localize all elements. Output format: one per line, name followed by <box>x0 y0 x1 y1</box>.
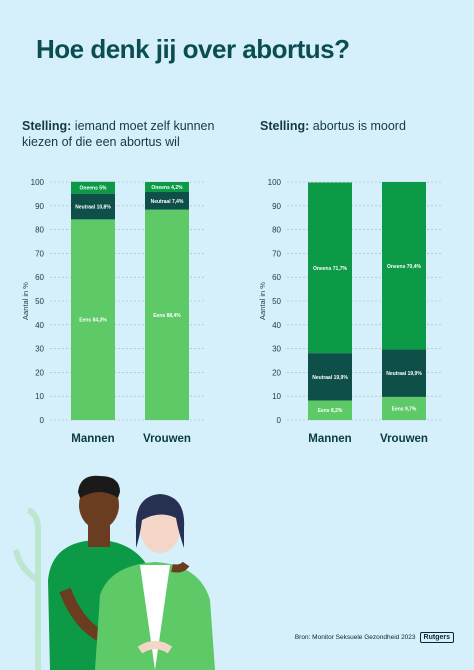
bar-segment-neutraal <box>308 353 352 401</box>
y-tick-label: 30 <box>272 345 281 354</box>
data-label-neutraal: Neutraal 10,8% <box>75 205 111 211</box>
category-label: Mannen <box>71 433 114 445</box>
y-tick-label: 70 <box>272 249 281 258</box>
bar-segment-oneens <box>382 182 426 350</box>
y-tick-label: 0 <box>277 416 282 425</box>
data-label-neutraal: Neutraal 7,4% <box>151 199 184 205</box>
statement-label: Stelling: <box>260 119 310 133</box>
statement-left: Stelling: iemand moet zelf kunnen kiezen… <box>22 118 232 150</box>
data-label-oneens: Oneens 4,2% <box>151 185 183 191</box>
category-label: Vrouwen <box>143 433 191 445</box>
y-tick-label: 50 <box>272 297 281 306</box>
person-woman <box>95 494 215 670</box>
chart-right: 0 10 20 30 40 50 60 70 80 90 100 Aantal in % Eens 8,… <box>258 178 442 445</box>
rutgers-logo: Rutgers <box>419 632 454 643</box>
illustration-people <box>13 475 215 670</box>
y-tick-label: 80 <box>35 226 44 235</box>
bar-segment-eens <box>382 396 426 420</box>
statement-text: abortus is moord <box>312 119 406 133</box>
category-label: Mannen <box>308 433 351 445</box>
data-label-neutraal: Neutraal 19,9% <box>386 371 422 377</box>
chart-left: 0 10 20 30 40 50 60 70 80 90 100 Aantal in % Eens 84… <box>21 178 205 445</box>
y-axis-label: Aantal in % <box>21 282 30 320</box>
bar-segment-neutraal <box>71 193 115 220</box>
data-label-oneens: Oneens 5% <box>80 186 108 192</box>
y-tick-label: 40 <box>272 321 281 330</box>
y-axis-label: Aantal in % <box>258 282 267 320</box>
data-label-eens: Eens 9,7% <box>392 406 417 412</box>
category-label: Vrouwen <box>380 433 428 445</box>
y-tick-label: 50 <box>35 297 44 306</box>
bar-segment-neutraal <box>382 349 426 397</box>
y-tick-label: 10 <box>35 392 44 401</box>
data-label-eens: Eens 88,4% <box>153 313 181 319</box>
y-tick-label: 100 <box>31 178 45 187</box>
y-tick-label: 90 <box>35 202 44 211</box>
y-tick-label: 70 <box>35 249 44 258</box>
y-tick-label: 10 <box>272 392 281 401</box>
data-label-oneens: Oneens 70,4% <box>387 264 421 270</box>
y-tick-label: 40 <box>35 321 44 330</box>
y-tick-label: 60 <box>272 273 281 282</box>
bar-segment-oneens <box>71 181 115 194</box>
statement-text: iemand moet zelf kunnen kiezen of die ee… <box>22 119 215 149</box>
bar-segment-neutraal <box>145 191 189 210</box>
bar-segment-eens <box>71 219 115 420</box>
bar-segment-eens <box>145 209 189 420</box>
y-tick-label: 60 <box>35 273 44 282</box>
data-label-oneens: Oneens 71,7% <box>313 266 347 272</box>
statement-right: Stelling: abortus is moord <box>260 118 460 134</box>
plant-decoration <box>13 507 41 670</box>
y-tick-label: 80 <box>272 226 281 235</box>
y-tick-label: 30 <box>35 345 44 354</box>
data-label-eens: Eens 84,3% <box>79 318 107 324</box>
y-tick-label: 90 <box>272 202 281 211</box>
bar-segment-oneens <box>308 182 352 354</box>
data-label-eens: Eens 8,2% <box>318 408 343 414</box>
statement-label: Stelling: <box>22 119 72 133</box>
y-tick-label: 0 <box>40 416 45 425</box>
data-label-neutraal: Neutraal 19,9% <box>312 375 348 381</box>
y-tick-label: 20 <box>272 368 281 377</box>
y-tick-label: 20 <box>35 368 44 377</box>
source-text: Bron: Monitor Seksuele Gezondheid 2023 <box>294 634 416 641</box>
bar-segment-eens <box>308 400 352 420</box>
y-tick-label: 100 <box>268 178 282 187</box>
source-note: Bron: Monitor Seksuele Gezondheid 2023 R… <box>295 632 454 643</box>
page-title: Hoe denk jij over abortus? <box>36 34 350 64</box>
bar-segment-oneens <box>145 182 189 192</box>
